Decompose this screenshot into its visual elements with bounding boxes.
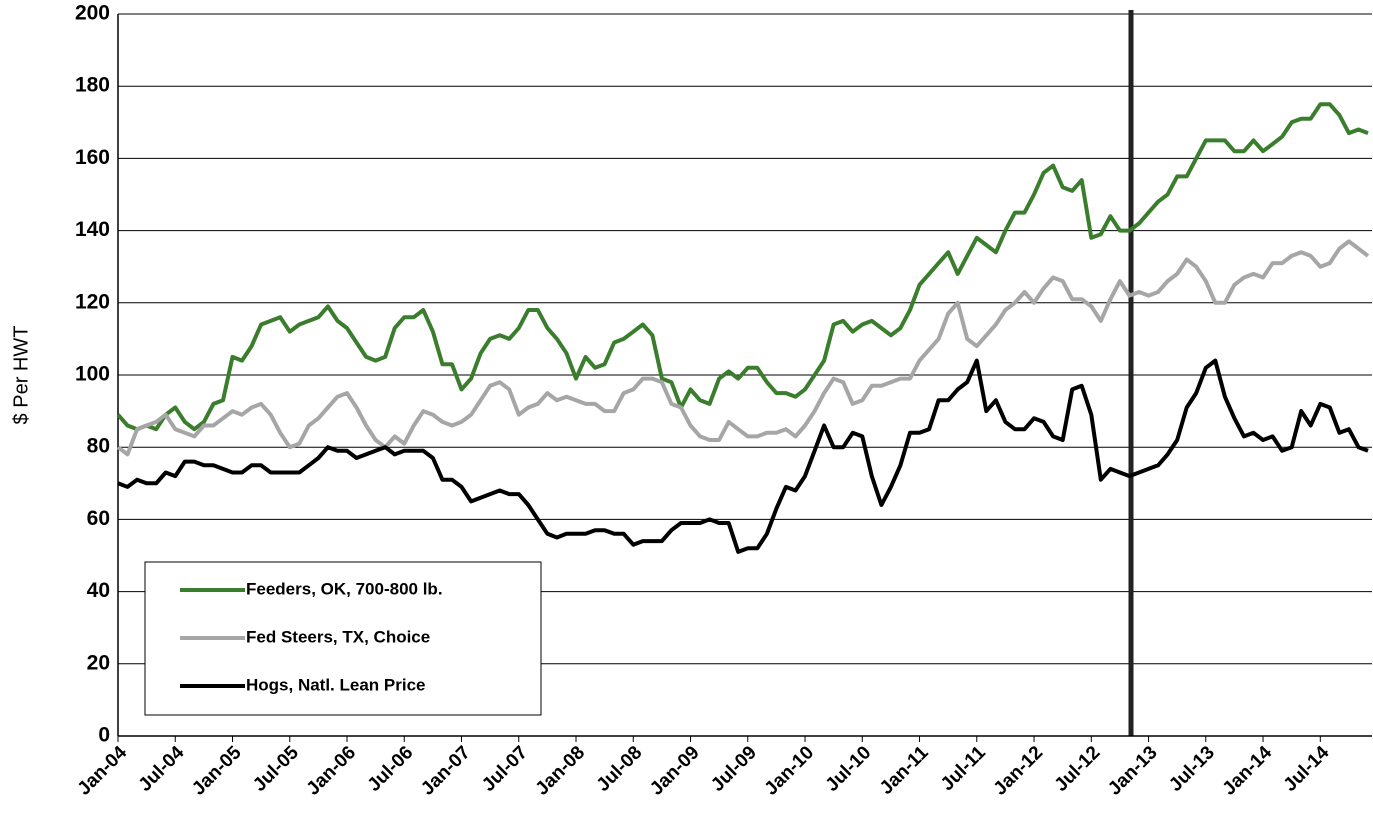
x-tick-label: Jan-13 <box>1104 742 1161 799</box>
series-line <box>116 102 1369 432</box>
x-tick-label: Jan-11 <box>876 742 933 799</box>
x-tick-label: Jan-10 <box>761 742 818 799</box>
y-tick-label: 200 <box>75 2 110 25</box>
y-tick-label: 40 <box>87 579 110 602</box>
x-tick-label: Jul-14 <box>1280 742 1334 796</box>
x-tick-label: Jul-08 <box>593 742 647 796</box>
y-tick-label: 20 <box>87 651 110 674</box>
series-line <box>116 239 1370 457</box>
y-axis-label: $ Per HWT <box>10 326 32 425</box>
y-tick-label: 60 <box>87 507 110 530</box>
x-tick-label: Jan-05 <box>188 742 246 800</box>
y-tick-label: 160 <box>75 146 110 169</box>
x-tick-label: Jan-04 <box>74 742 132 800</box>
x-tick-label: Jan-09 <box>646 742 703 799</box>
y-tick-label: 80 <box>87 435 110 458</box>
x-tick-label: Jul-10 <box>822 742 876 796</box>
x-tick-label: Jul-04 <box>135 742 189 796</box>
legend-label: Feeders, OK, 700-800 lb. <box>246 579 443 598</box>
series-line <box>117 358 1369 554</box>
y-tick-label: 120 <box>75 290 110 313</box>
y-tick-label: 0 <box>98 724 110 747</box>
x-tick-label: Jan-06 <box>303 742 360 799</box>
x-tick-label: Jul-09 <box>707 742 761 796</box>
x-tick-label: Jan-07 <box>417 742 474 799</box>
x-tick-label: Jul-05 <box>249 742 303 796</box>
x-tick-label: Jul-12 <box>1051 742 1105 796</box>
x-tick-label: Jul-11 <box>937 742 990 795</box>
x-tick-label: Jan-12 <box>990 742 1047 799</box>
legend-label: Hogs, Natl. Lean Price <box>246 675 426 694</box>
x-tick-label: Jan-08 <box>532 742 589 799</box>
y-tick-label: 100 <box>75 363 110 386</box>
legend-label: Fed Steers, TX, Choice <box>246 627 430 646</box>
x-tick-label: Jul-07 <box>478 742 532 796</box>
y-tick-label: 140 <box>75 218 110 241</box>
x-tick-label: Jan-14 <box>1219 742 1277 800</box>
x-tick-label: Jul-06 <box>364 742 418 796</box>
x-tick-label: Jul-13 <box>1165 742 1219 796</box>
y-tick-label: 180 <box>75 74 110 97</box>
